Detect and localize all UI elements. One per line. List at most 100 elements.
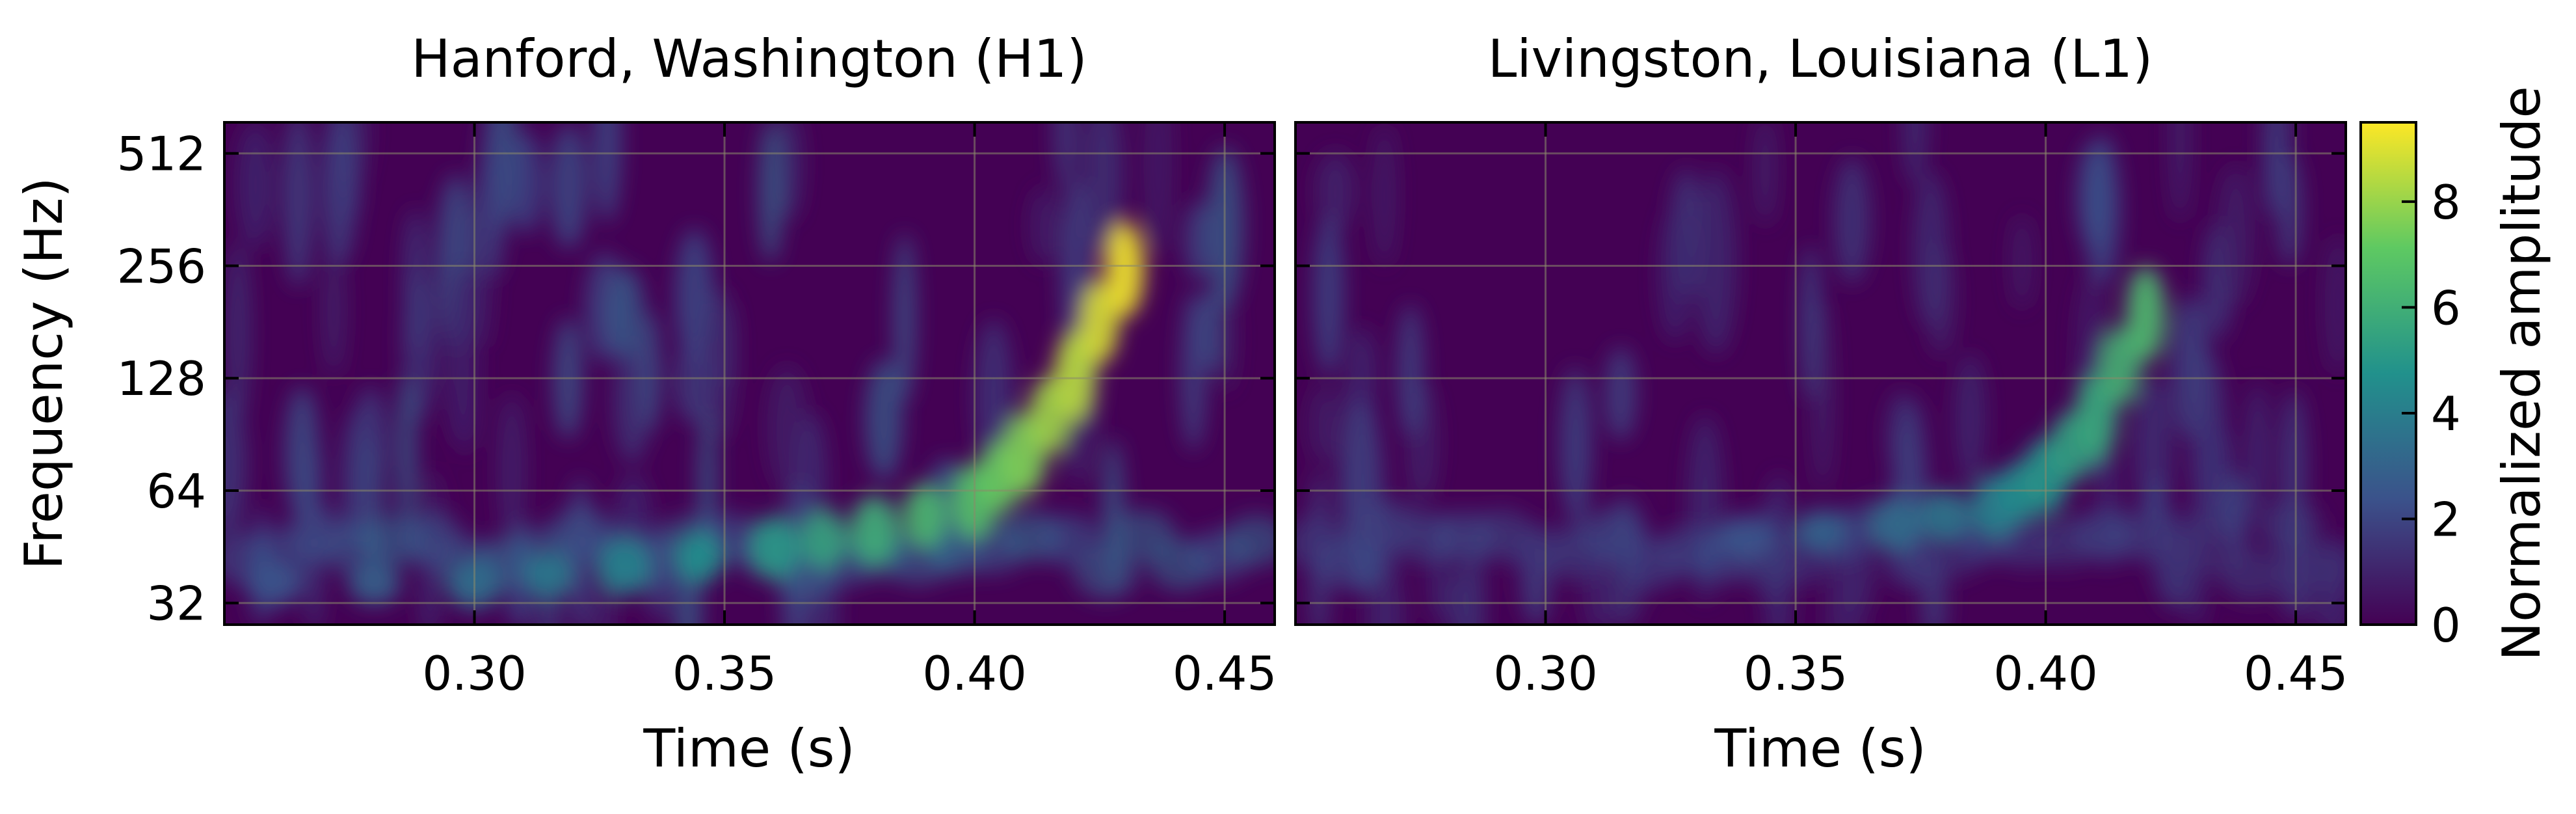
heatmap-texture [1397, 304, 1424, 438]
heatmap-texture [236, 122, 274, 249]
y-tick-label: 64 [146, 464, 206, 519]
heatmap-texture [284, 122, 313, 288]
x-tick-label: 0.30 [422, 646, 526, 701]
heatmap-texture [1812, 303, 1833, 490]
heatmap-texture [1083, 122, 1123, 257]
chirp-mark [524, 551, 575, 599]
chirp-mark [675, 530, 724, 584]
ticks-h1: 0.30 0.35 0.40 0.45 32 64 128 256 512 [117, 122, 1277, 701]
x-tick-label: 0.35 [1744, 646, 1848, 701]
heatmap-texture [1316, 151, 1355, 231]
heatmap-texture [445, 263, 479, 448]
chirp-mark [348, 563, 401, 605]
chirp-mark [1080, 281, 1119, 364]
heatmap-texture [2083, 134, 2121, 285]
y-axis-label: Frequency (Hz) [14, 177, 74, 569]
heatmap-texture [2294, 540, 2346, 593]
heatmap-texture [1319, 539, 1385, 591]
colorbar-tick-label: 6 [2431, 280, 2461, 335]
heatmap-texture [893, 233, 916, 403]
heatmap-texture [1834, 157, 1870, 284]
colorbar-tick-label: 0 [2431, 598, 2461, 653]
y-tick-label: 512 [117, 127, 206, 182]
x-tick-label: 0.45 [1173, 646, 1277, 701]
heatmap-texture [593, 122, 622, 223]
heatmap-texture [2219, 549, 2285, 601]
heatmap-texture [396, 375, 417, 533]
heatmap-texture [2199, 420, 2235, 505]
colorbar-frame [2359, 121, 2417, 626]
chirp-mark [245, 562, 303, 606]
chirp-mark [1794, 509, 1847, 552]
y-tick-label: 128 [117, 351, 206, 406]
x-axis-label-h1: Time (s) [643, 718, 855, 779]
heatmap-texture [1223, 515, 1275, 567]
chirp-mark [749, 515, 800, 580]
colorbar-tick-label: 8 [2431, 175, 2461, 230]
y-tick-label: 32 [146, 577, 206, 631]
chirp-mark [598, 538, 651, 596]
heatmap-texture [1144, 122, 1173, 255]
x-tick-label: 0.30 [1493, 646, 1597, 701]
x-tick-label: 0.40 [1993, 646, 2097, 701]
plot-frame-l1 [1294, 121, 2347, 626]
heatmap-texture [511, 130, 543, 235]
heatmap-texture [1313, 215, 1344, 375]
heatmap-texture [641, 312, 661, 432]
heatmap-texture [1054, 122, 1078, 189]
heatmap-texture [2263, 122, 2292, 212]
heatmap-texture [607, 267, 645, 359]
heatmap-texture [1695, 170, 1737, 355]
panel-title-l1: Livingston, Louisiana (L1) [1488, 29, 2153, 89]
heatmap-texture [1216, 284, 1236, 393]
heatmap-texture [1445, 567, 1478, 625]
heatmap-h1 [224, 122, 1275, 625]
x-axis-label-l1: Time (s) [1714, 718, 1926, 779]
heatmap-texture [2132, 377, 2173, 517]
chirp-mark [801, 509, 848, 569]
heatmap-texture [2170, 122, 2190, 223]
panel-title-h1: Hanford, Washington (H1) [411, 29, 1087, 89]
heatmap-texture [549, 124, 589, 249]
heatmap-texture [1558, 366, 1593, 517]
panel-h1: Hanford, Washington (H1) 0.30 0.35 0.40 0.4… [14, 29, 1277, 779]
heatmap-texture [1073, 547, 1139, 599]
colorbar-label: Normalized amplitude [2491, 86, 2552, 660]
grid-l1 [1295, 122, 2346, 625]
heatmap-texture [2257, 500, 2322, 552]
chirp-mark [850, 495, 899, 566]
heatmap-texture [479, 122, 506, 279]
heatmap-texture [1366, 570, 1405, 625]
heatmap-texture [1755, 122, 1775, 226]
colorbar: 0 2 4 6 8 Normalized amplitude [2359, 86, 2552, 661]
heatmap-texture [1658, 207, 1692, 342]
heatmap-texture [2324, 235, 2346, 374]
heatmap-texture [674, 340, 713, 424]
heatmap-texture [1035, 514, 1101, 567]
chirp-mark [1921, 489, 1971, 541]
heatmap-texture [777, 122, 803, 221]
heatmap-texture [321, 122, 357, 265]
colorbar-tick-label: 2 [2431, 492, 2461, 547]
heatmap-texture [224, 389, 246, 539]
x-tick-label: 0.35 [672, 646, 777, 701]
heatmap-texture [1825, 557, 1865, 625]
heatmap-texture [767, 365, 808, 491]
colorbar-ticks: 0 2 4 6 8 [2402, 175, 2461, 653]
heatmap-texture [323, 243, 345, 377]
y-tick-label: 256 [117, 239, 206, 293]
heatmap-texture [1349, 326, 1375, 426]
panel-l1: Livingston, Louisiana (L1) 0.30 0.35 0.40 0… [1294, 29, 2348, 779]
chirp-mark [2074, 375, 2118, 461]
chirp-mark [1717, 515, 1775, 560]
heatmap-texture [2247, 383, 2268, 518]
colorbar-gradient [2361, 122, 2416, 625]
chirp-mark [2101, 326, 2141, 406]
grid-h1 [224, 122, 1275, 625]
heatmap-texture [498, 394, 525, 547]
heatmap-texture [1180, 291, 1207, 452]
heatmap-texture [865, 359, 903, 480]
heatmap-texture [226, 241, 250, 425]
heatmap-texture [2012, 214, 2032, 310]
